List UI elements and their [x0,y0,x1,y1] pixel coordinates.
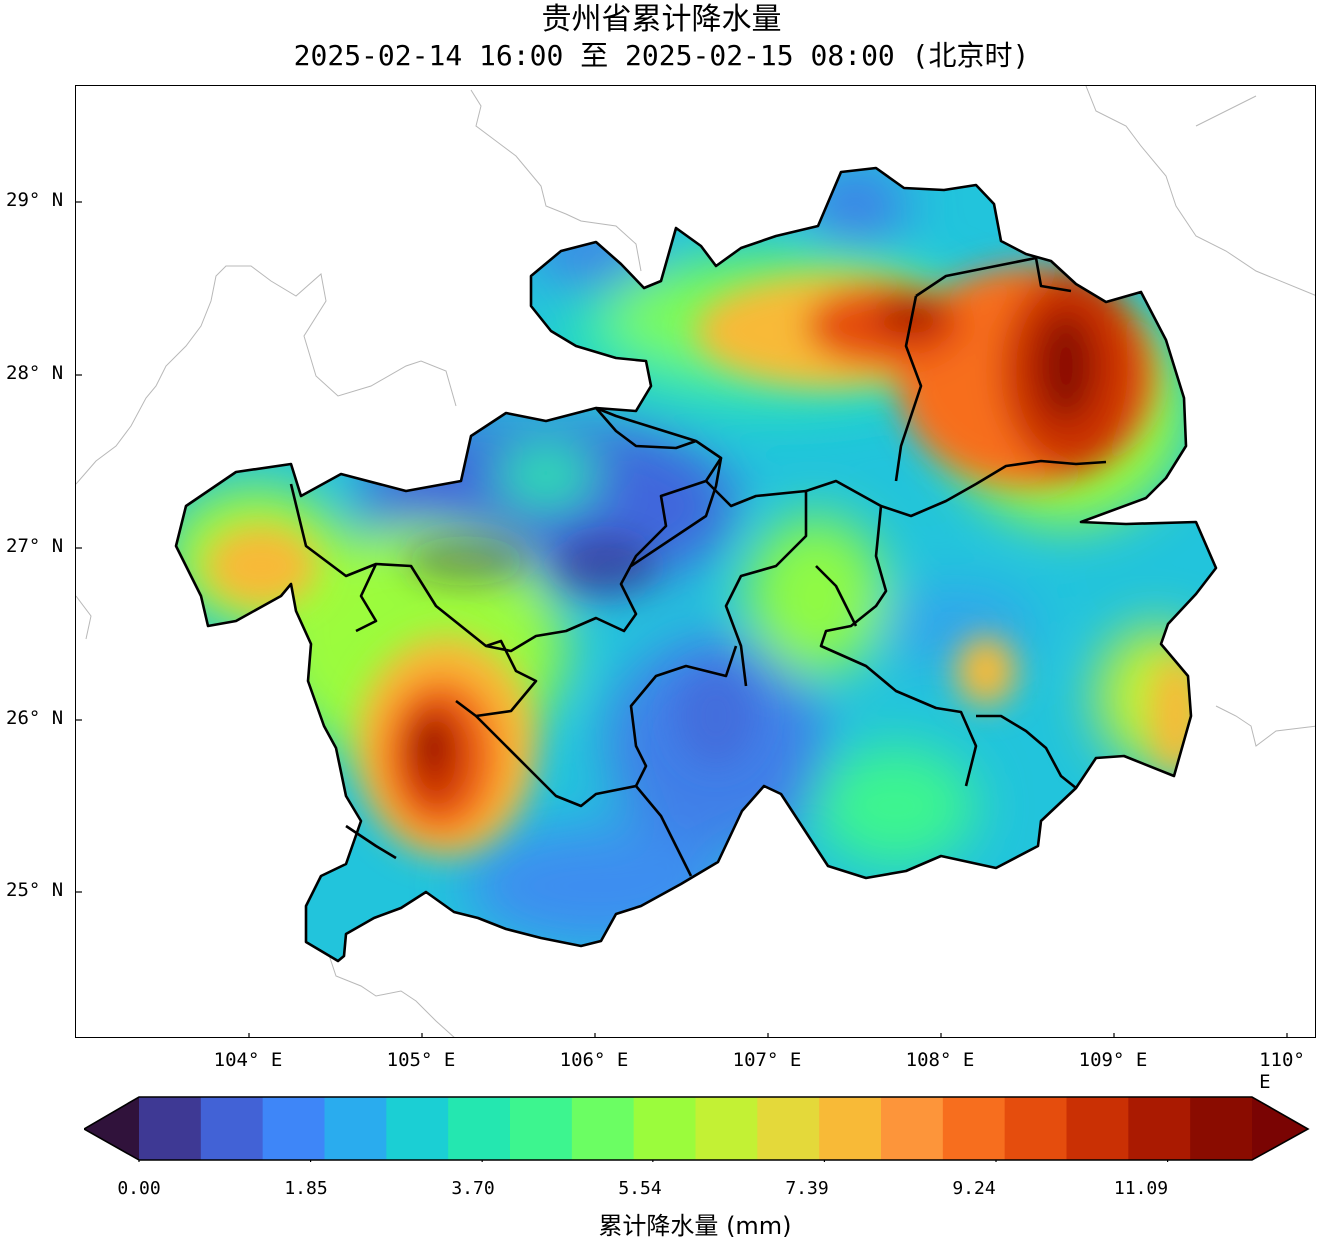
colorbar-tick-1: 1.85 [284,1178,328,1199]
colorbar-cell [262,1097,326,1160]
colorbar-tick-0: 0.00 [117,1178,161,1199]
lon-label-108e: 108° E [905,1049,975,1071]
colorbar-cell [757,1097,820,1160]
map-axis-ticks [76,201,1288,1037]
colorbar-cell [1004,1097,1068,1160]
colorbar-cell [695,1097,758,1160]
colorbar-cell [386,1097,449,1160]
colorbar-tick-marks [138,1160,1169,1162]
map-frame [75,85,1316,1038]
map-subtitle-time-range: 2025-02-14 16:00 至 2025-02-15 08:00 (北京时… [293,39,1030,72]
guizhou-boundaries [174,166,1218,963]
lat-label-27n: 27° N [6,535,64,557]
precipitation-map [76,86,1315,1037]
colorbar-cell [324,1097,387,1160]
lon-label-105e: 105° E [386,1049,456,1071]
colorbar-cell [942,1097,1006,1160]
lat-label-28n: 28° N [6,362,64,384]
colorbar-tick-2: 3.70 [451,1178,495,1199]
colorbar [84,1096,1310,1162]
colorbar-tick-3: 5.54 [618,1178,662,1199]
lon-label-104e: 104° E [213,1049,283,1071]
colorbar-cell [1190,1097,1253,1160]
colorbar-cell [510,1097,573,1160]
lat-label-26n: 26° N [6,707,64,729]
colorbar-cell [200,1097,264,1160]
map-title: 贵州省累计降水量 [541,2,782,37]
colorbar-extend-max [1252,1097,1308,1160]
neighbor-province-boundaries [76,86,1315,1037]
colorbar-label: 累计降水量 (mm) [598,1212,792,1240]
colorbar-tick-5: 9.24 [952,1178,996,1199]
colorbar-tick-6: 11.09 [1113,1178,1169,1199]
colorbar-cell [1066,1097,1129,1160]
lon-label-109e: 109° E [1078,1049,1148,1071]
colorbar-cell [448,1097,511,1160]
lat-label-25n: 25° N [6,879,64,901]
colorbar-cell [819,1097,882,1160]
precipitation-field [176,168,1216,961]
lon-label-107e: 107° E [732,1049,802,1071]
colorbar-cell [139,1097,202,1160]
colorbar-tick-4: 7.39 [785,1178,829,1199]
lon-label-106e: 106° E [559,1049,629,1071]
colorbar-extend-min [84,1097,139,1160]
lon-label-110e: 110° E [1259,1049,1305,1093]
colorbar-cell [1128,1097,1191,1160]
lat-label-29n: 29° N [6,189,64,211]
colorbar-cell [571,1097,635,1160]
colorbar-cell [881,1097,944,1160]
colorbar-cell [633,1097,697,1160]
colorbar-cells [84,1097,1308,1160]
